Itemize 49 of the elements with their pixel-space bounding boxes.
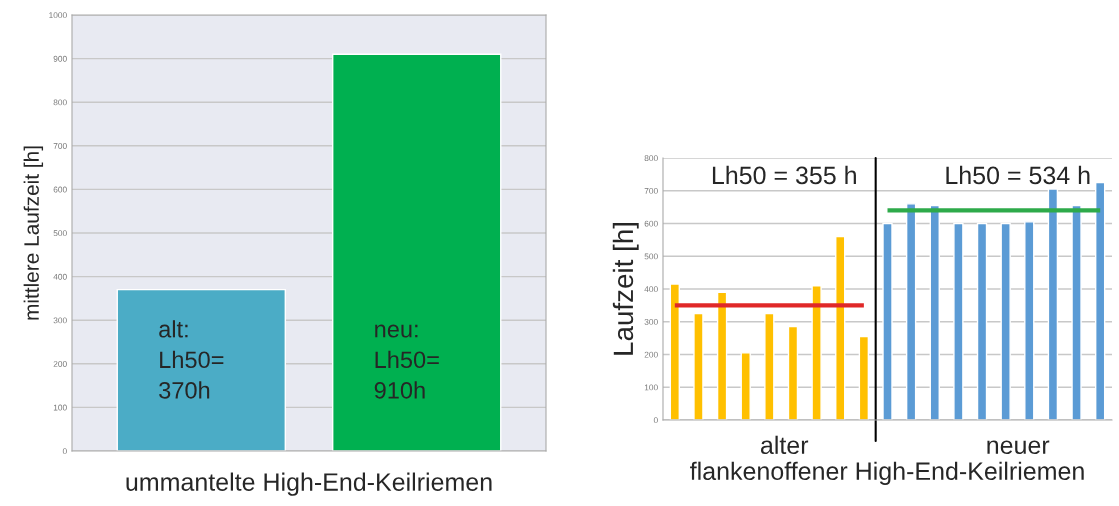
annotation: alt: Lh50= 370h xyxy=(159,320,224,399)
y-tick-label: 600 xyxy=(53,186,67,193)
y-tick-label: 200 xyxy=(53,361,67,367)
y-tick-label: 100 xyxy=(53,404,67,411)
bar xyxy=(811,285,822,420)
y-tick-label: 700 xyxy=(644,187,658,194)
y-tick-label: 1000 xyxy=(49,12,67,19)
bar xyxy=(764,312,775,420)
bar xyxy=(1024,221,1035,420)
bar xyxy=(716,291,728,420)
text: neuer xyxy=(987,440,1050,455)
annotation: Lh50 = 534 h xyxy=(946,165,1090,185)
bar xyxy=(1071,204,1082,420)
y-axis-title: mittlere Laufzeit [h] xyxy=(23,146,44,320)
y-tick-label: 900 xyxy=(53,55,67,62)
annotation: Lh50 = 355 h xyxy=(712,165,856,185)
bar xyxy=(929,204,940,420)
bar xyxy=(740,352,751,420)
y-tick-label: 600 xyxy=(644,220,658,227)
y-axis-title: Laufzeit [h] xyxy=(612,223,639,355)
bar xyxy=(835,235,846,420)
y-tick-label: 800 xyxy=(644,155,658,162)
bar xyxy=(1000,222,1011,420)
bar xyxy=(905,203,917,420)
y-tick-label: 500 xyxy=(53,230,67,237)
bar xyxy=(1094,181,1106,420)
bar xyxy=(953,222,964,420)
x-axis-title: ummantelte High-End-Keilriemen xyxy=(126,472,492,496)
bar xyxy=(976,222,988,420)
x-axis-title: flankenoffener High-End-Keilriemen xyxy=(690,461,1084,485)
text: alter xyxy=(760,435,809,455)
y-tick-label: 300 xyxy=(53,317,67,324)
y-tick-label: 400 xyxy=(644,286,658,293)
y-tick-label: 300 xyxy=(644,318,658,325)
bar xyxy=(858,335,870,420)
y-tick-label: 200 xyxy=(644,351,658,358)
bar xyxy=(693,312,704,420)
y-tick-label: 500 xyxy=(644,253,658,260)
annotation: neu: Lh50= 910h xyxy=(374,324,439,399)
bar xyxy=(882,222,893,420)
y-tick-label: 0 xyxy=(653,417,658,424)
bar xyxy=(669,283,681,420)
y-tick-label: 0 xyxy=(62,448,67,455)
y-tick-label: 100 xyxy=(644,384,658,391)
y-tick-label: 800 xyxy=(53,99,67,106)
bar xyxy=(1047,188,1059,420)
bar xyxy=(787,325,799,420)
y-tick-label: 400 xyxy=(53,273,67,280)
y-tick-label: 700 xyxy=(53,143,67,149)
